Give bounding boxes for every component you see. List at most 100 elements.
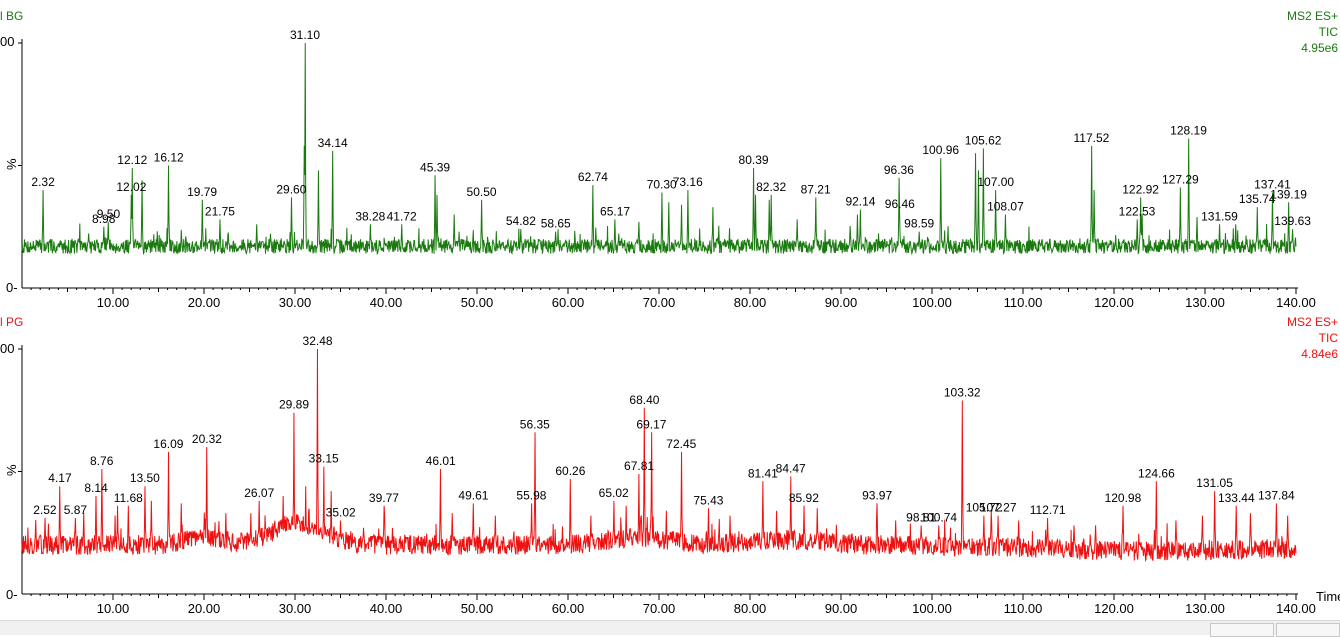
peak-label: 2.52 [33,503,57,517]
panel-pg-trace: TIC [1319,331,1339,345]
peak-label: 62.74 [578,170,608,184]
peak-label: 103.32 [944,385,981,399]
peak-label: 39.77 [369,491,399,505]
peak-label: 122.92 [1122,182,1159,196]
peak-label: 65.02 [599,486,629,500]
panel-bg-title: l BG [0,9,23,23]
peak-label: 100.96 [922,143,959,157]
peak-label: 137.84 [1258,488,1295,502]
x-tick-label: 10.00 [97,295,130,310]
peak-label: 8.98 [92,212,116,226]
peak-label: 67.81 [624,459,654,473]
peak-label: 105.62 [965,133,1002,147]
peak-label: 73.16 [673,175,703,189]
peak-label: 75.43 [693,493,723,507]
peak-label: 139.19 [1270,187,1307,201]
panel-pg-ylabel: % [4,464,19,476]
peak-label: 13.50 [130,471,160,485]
peak-label: 4.17 [48,471,72,485]
x-tick-label: 40.00 [370,295,403,310]
x-tick-label: 90.00 [825,601,858,616]
panel-bg-intensity: 4.95e6 [1301,41,1338,55]
peak-label: 87.21 [801,182,831,196]
chromatogram-figure: l BG MS2 ES+ TIC 4.95e6 00 % 0- 10.00 20.… [0,9,1340,616]
peak-label: 96.36 [884,163,914,177]
x-tick-label: 130.00 [1185,601,1225,616]
peak-label: 45.39 [420,160,450,174]
peak-label: 122.53 [1119,204,1156,218]
peak-label: 16.12 [154,151,184,165]
peak-label: 70.30 [647,177,677,191]
peak-label: 29.60 [276,182,306,196]
peak-label: 9.50 [97,207,121,221]
peak-label: 16.09 [153,437,183,451]
peak-label: 135.74 [1239,192,1276,206]
peak-label: 92.14 [845,195,875,209]
peak-label: 117.52 [1074,131,1110,145]
peak-label: 33.15 [309,452,339,466]
x-tick-label: 80.00 [734,601,767,616]
peak-label: 38.28 [355,209,385,223]
panel-pg-title: l PG [0,315,23,329]
peak-label: 93.97 [862,488,892,502]
x-tick-label: 10.00 [97,601,130,616]
status-panel-2 [1276,623,1340,637]
panel-bg-ylabel: % [4,158,19,170]
peak-label: 84.47 [776,461,806,475]
panel-bg-ytick-top: 00 [0,34,14,49]
x-tick-label: 120.00 [1094,601,1134,616]
panel-bg-peak-labels: 2.32 8.989.50 12.02 12.12 16.12 19.79 21.75 29.… [31,28,1311,231]
peak-label: 5.87 [64,503,88,517]
panel-bg-xticks: 10.00 20.00 30.00 40.00 50.00 60.00 70.00 80.00… [30,288,1316,310]
x-tick-label: 90.00 [825,295,858,310]
x-tick-label: 80.00 [734,295,767,310]
peak-label: 105.72 [966,501,1003,515]
x-tick-label: 40.00 [370,601,403,616]
status-bar [0,620,1340,637]
x-tick-label: 130.00 [1185,295,1225,310]
panel-pg: l PG MS2 ES+ TIC 4.84e6 00 % 0- Time 10.… [0,315,1340,616]
peak-label: 35.02 [326,506,356,520]
peak-label: 46.01 [426,454,456,468]
peak-label: 8.14 [84,481,108,495]
peak-label: 34.14 [318,136,348,150]
peak-label: 124.66 [1138,466,1175,480]
panel-bg: l BG MS2 ES+ TIC 4.95e6 00 % 0- 10.00 20.… [0,9,1338,310]
x-tick-label: 30.00 [279,601,312,616]
peak-label: 29.89 [279,398,309,412]
panel-pg-mode: MS2 ES+ [1287,315,1338,329]
peak-label: 85.92 [789,491,819,505]
peak-label: 128.19 [1170,124,1207,138]
x-tick-label: 60.00 [552,295,585,310]
peak-label: 133.44 [1218,491,1255,505]
peak-label: 82.32 [756,180,786,194]
peak-label: 120.98 [1105,491,1142,505]
x-tick-label: 60.00 [552,601,585,616]
peak-label: 21.75 [205,204,235,218]
peak-label: 98.81 [906,510,936,524]
peak-label: 107.27 [980,501,1017,515]
peak-label: 100.74 [920,510,957,524]
panel-bg-trace: TIC [1319,25,1339,39]
peak-label: 41.72 [387,209,417,223]
x-tick-label: 120.00 [1094,295,1134,310]
peak-label: 81.41 [748,466,778,480]
peak-label: 54.82 [506,214,536,228]
status-panel-1 [1210,623,1274,637]
peak-label: 131.59 [1201,209,1238,223]
peak-label: 19.79 [187,185,217,199]
peak-label: 26.07 [244,486,274,500]
panel-pg-xticks: 10.00 20.00 30.00 40.00 50.00 60.00 70.00 80.00… [30,594,1316,616]
peak-label: 49.61 [458,488,488,502]
x-tick-label: 50.00 [461,601,494,616]
x-tick-label: 30.00 [279,295,312,310]
peak-label: 139.63 [1274,214,1311,228]
x-tick-label: 140.00 [1276,295,1316,310]
panel-bg-axes [18,39,1298,289]
peak-label: 11.68 [114,491,143,505]
peak-label: 137.41 [1254,177,1291,191]
peak-label: 69.17 [636,417,666,431]
panel-bg-trace-line [21,42,1297,256]
peak-label: 108.07 [987,200,1024,214]
peak-label: 96.46 [885,197,915,211]
